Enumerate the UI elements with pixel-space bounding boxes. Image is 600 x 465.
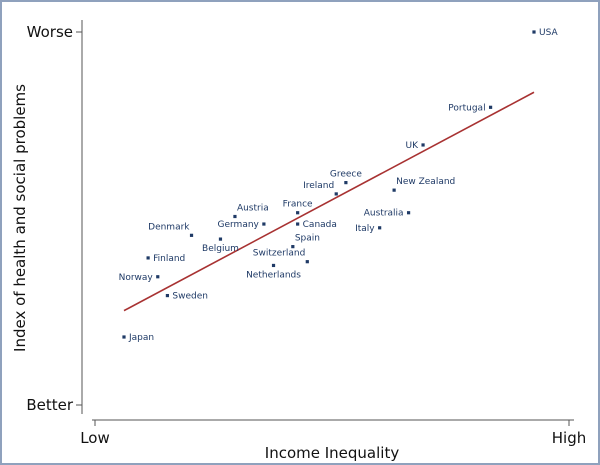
label-belgium: Belgium: [202, 244, 239, 254]
point-greece: [344, 181, 348, 185]
point-netherlands: [271, 263, 276, 268]
label-germany: Germany: [218, 220, 260, 230]
point-canada: [296, 222, 300, 226]
label-portugal: Portugal: [448, 103, 485, 113]
label-austria: Austria: [237, 204, 269, 214]
point-japan: [122, 335, 126, 339]
point-australia: [406, 211, 411, 215]
point-germany: [262, 222, 266, 226]
point-finland: [146, 256, 150, 260]
point-new-zealand: [392, 188, 396, 192]
label-netherlands: Netherlands: [246, 270, 301, 280]
point-norway: [156, 275, 160, 279]
label-usa: USA: [539, 28, 558, 38]
label-ireland: Ireland: [303, 181, 334, 191]
x-tick-label-low: Low: [80, 429, 110, 447]
label-france: France: [283, 200, 313, 210]
point-usa: [532, 30, 536, 34]
label-italy: Italy: [355, 224, 375, 234]
label-japan: Japan: [128, 333, 154, 343]
y-tick-label-better: Better: [26, 396, 74, 414]
y-axis-title: Index of health and social problems: [11, 84, 29, 352]
point-belgium: [218, 237, 223, 241]
point-switzerland: [305, 260, 309, 264]
x-axis-title: Income Inequality: [265, 444, 400, 462]
point-italy: [378, 226, 382, 230]
point-sweden: [165, 293, 170, 298]
label-australia: Australia: [364, 209, 404, 219]
trend-line: [123, 91, 535, 312]
label-sweden: Sweden: [172, 292, 208, 302]
label-spain: Spain: [295, 234, 320, 244]
label-finland: Finland: [153, 254, 185, 264]
point-denmark: [189, 233, 194, 237]
point-austria: [233, 214, 237, 219]
point-ireland: [334, 192, 338, 196]
x-tick-label-high: High: [552, 429, 586, 447]
label-canada: Canada: [303, 220, 337, 230]
point-uk: [421, 143, 425, 147]
trend-layer: [123, 91, 535, 312]
points-layer: USA Portugal UK Greece New Zealand Ireland Fra…: [119, 28, 559, 343]
label-new-zealand: New Zealand: [396, 177, 455, 187]
label-uk: UK: [406, 141, 420, 151]
point-france: [296, 211, 300, 215]
label-greece: Greece: [330, 170, 362, 180]
point-portugal: [488, 105, 493, 109]
axes: Worse Better Low High Income Inequality …: [11, 20, 586, 462]
label-denmark: Denmark: [148, 222, 190, 232]
y-tick-label-worse: Worse: [27, 23, 73, 41]
label-switzerland: Switzerland: [253, 249, 306, 259]
point-spain: [291, 245, 295, 249]
label-norway: Norway: [119, 273, 154, 283]
